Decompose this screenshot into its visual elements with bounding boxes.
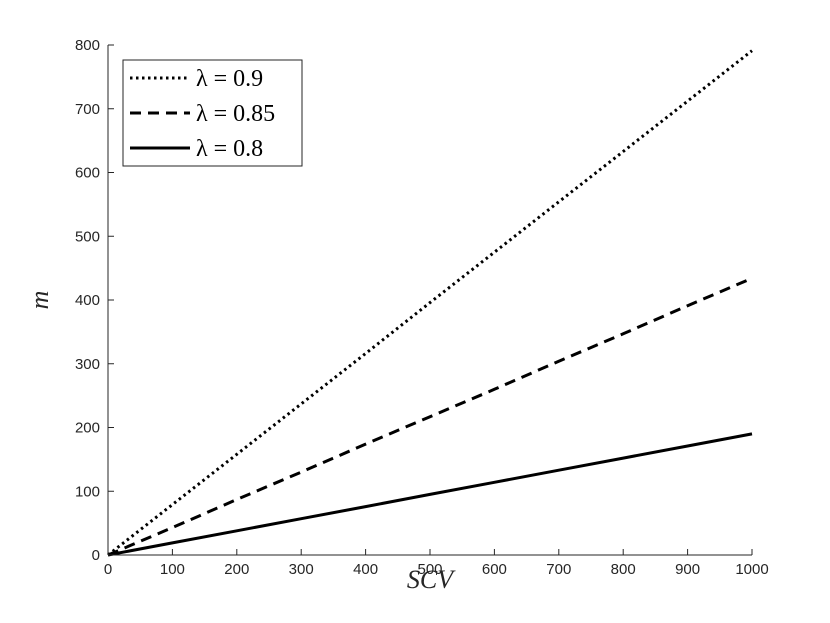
y-tick-label: 400: [75, 292, 100, 309]
x-tick-label: 700: [546, 561, 571, 578]
legend-label-2: λ = 0.85: [196, 101, 275, 127]
y-tick-label: 500: [75, 228, 100, 245]
x-tick-label: 800: [611, 561, 636, 578]
y-tick-label: 0: [92, 547, 100, 564]
series-line-2: [107, 276, 753, 557]
x-tick-label: 500: [417, 561, 442, 578]
x-tick-label: 600: [482, 561, 507, 578]
x-tick-label: 300: [289, 561, 314, 578]
series-line-3: [107, 432, 753, 557]
x-tick-label: 200: [224, 561, 249, 578]
x-axis-label: SCV: [407, 565, 456, 594]
legend: λ = 0.9 λ = 0.85 λ = 0.8: [122, 59, 303, 167]
legend-label-3: λ = 0.8: [196, 136, 263, 162]
y-tick-label: 700: [75, 101, 100, 118]
x-tick-label: 0: [104, 561, 112, 578]
y-tick-label: 600: [75, 165, 100, 182]
y-axis-label: m: [25, 291, 54, 310]
x-tick-label: 1000: [735, 561, 768, 578]
x-tick-label: 100: [160, 561, 185, 578]
legend-label-1: λ = 0.9: [196, 66, 263, 92]
x-tick-label: 900: [675, 561, 700, 578]
y-tick-label: 300: [75, 356, 100, 373]
y-tick-label: 200: [75, 420, 100, 437]
y-tick-label: 800: [75, 37, 100, 54]
series-line-1: [107, 49, 753, 557]
y-tick-label: 100: [75, 483, 100, 500]
x-tick-label: 400: [353, 561, 378, 578]
